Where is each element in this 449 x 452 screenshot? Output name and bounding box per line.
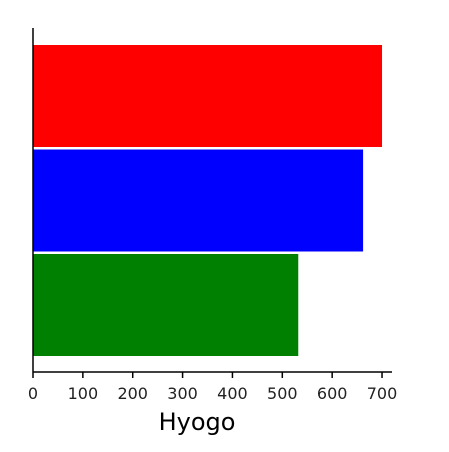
bar-b: [33, 149, 364, 252]
x-tick-label: 400: [217, 384, 248, 403]
x-tick-label: 300: [167, 384, 198, 403]
x-tick-label: 600: [317, 384, 348, 403]
x-ticks-group: 0 100 200 300 400 500 600 700: [28, 372, 397, 403]
x-tick-label: 700: [367, 384, 398, 403]
bar-a: [33, 45, 383, 147]
x-tick-label: 200: [117, 384, 148, 403]
bar-c: [33, 254, 299, 356]
x-axis-title: Hyogo: [159, 408, 236, 436]
x-tick-label: 100: [68, 384, 99, 403]
bars-group: [33, 45, 383, 356]
x-tick-label: 0: [28, 384, 38, 403]
x-tick-label: 500: [267, 384, 298, 403]
